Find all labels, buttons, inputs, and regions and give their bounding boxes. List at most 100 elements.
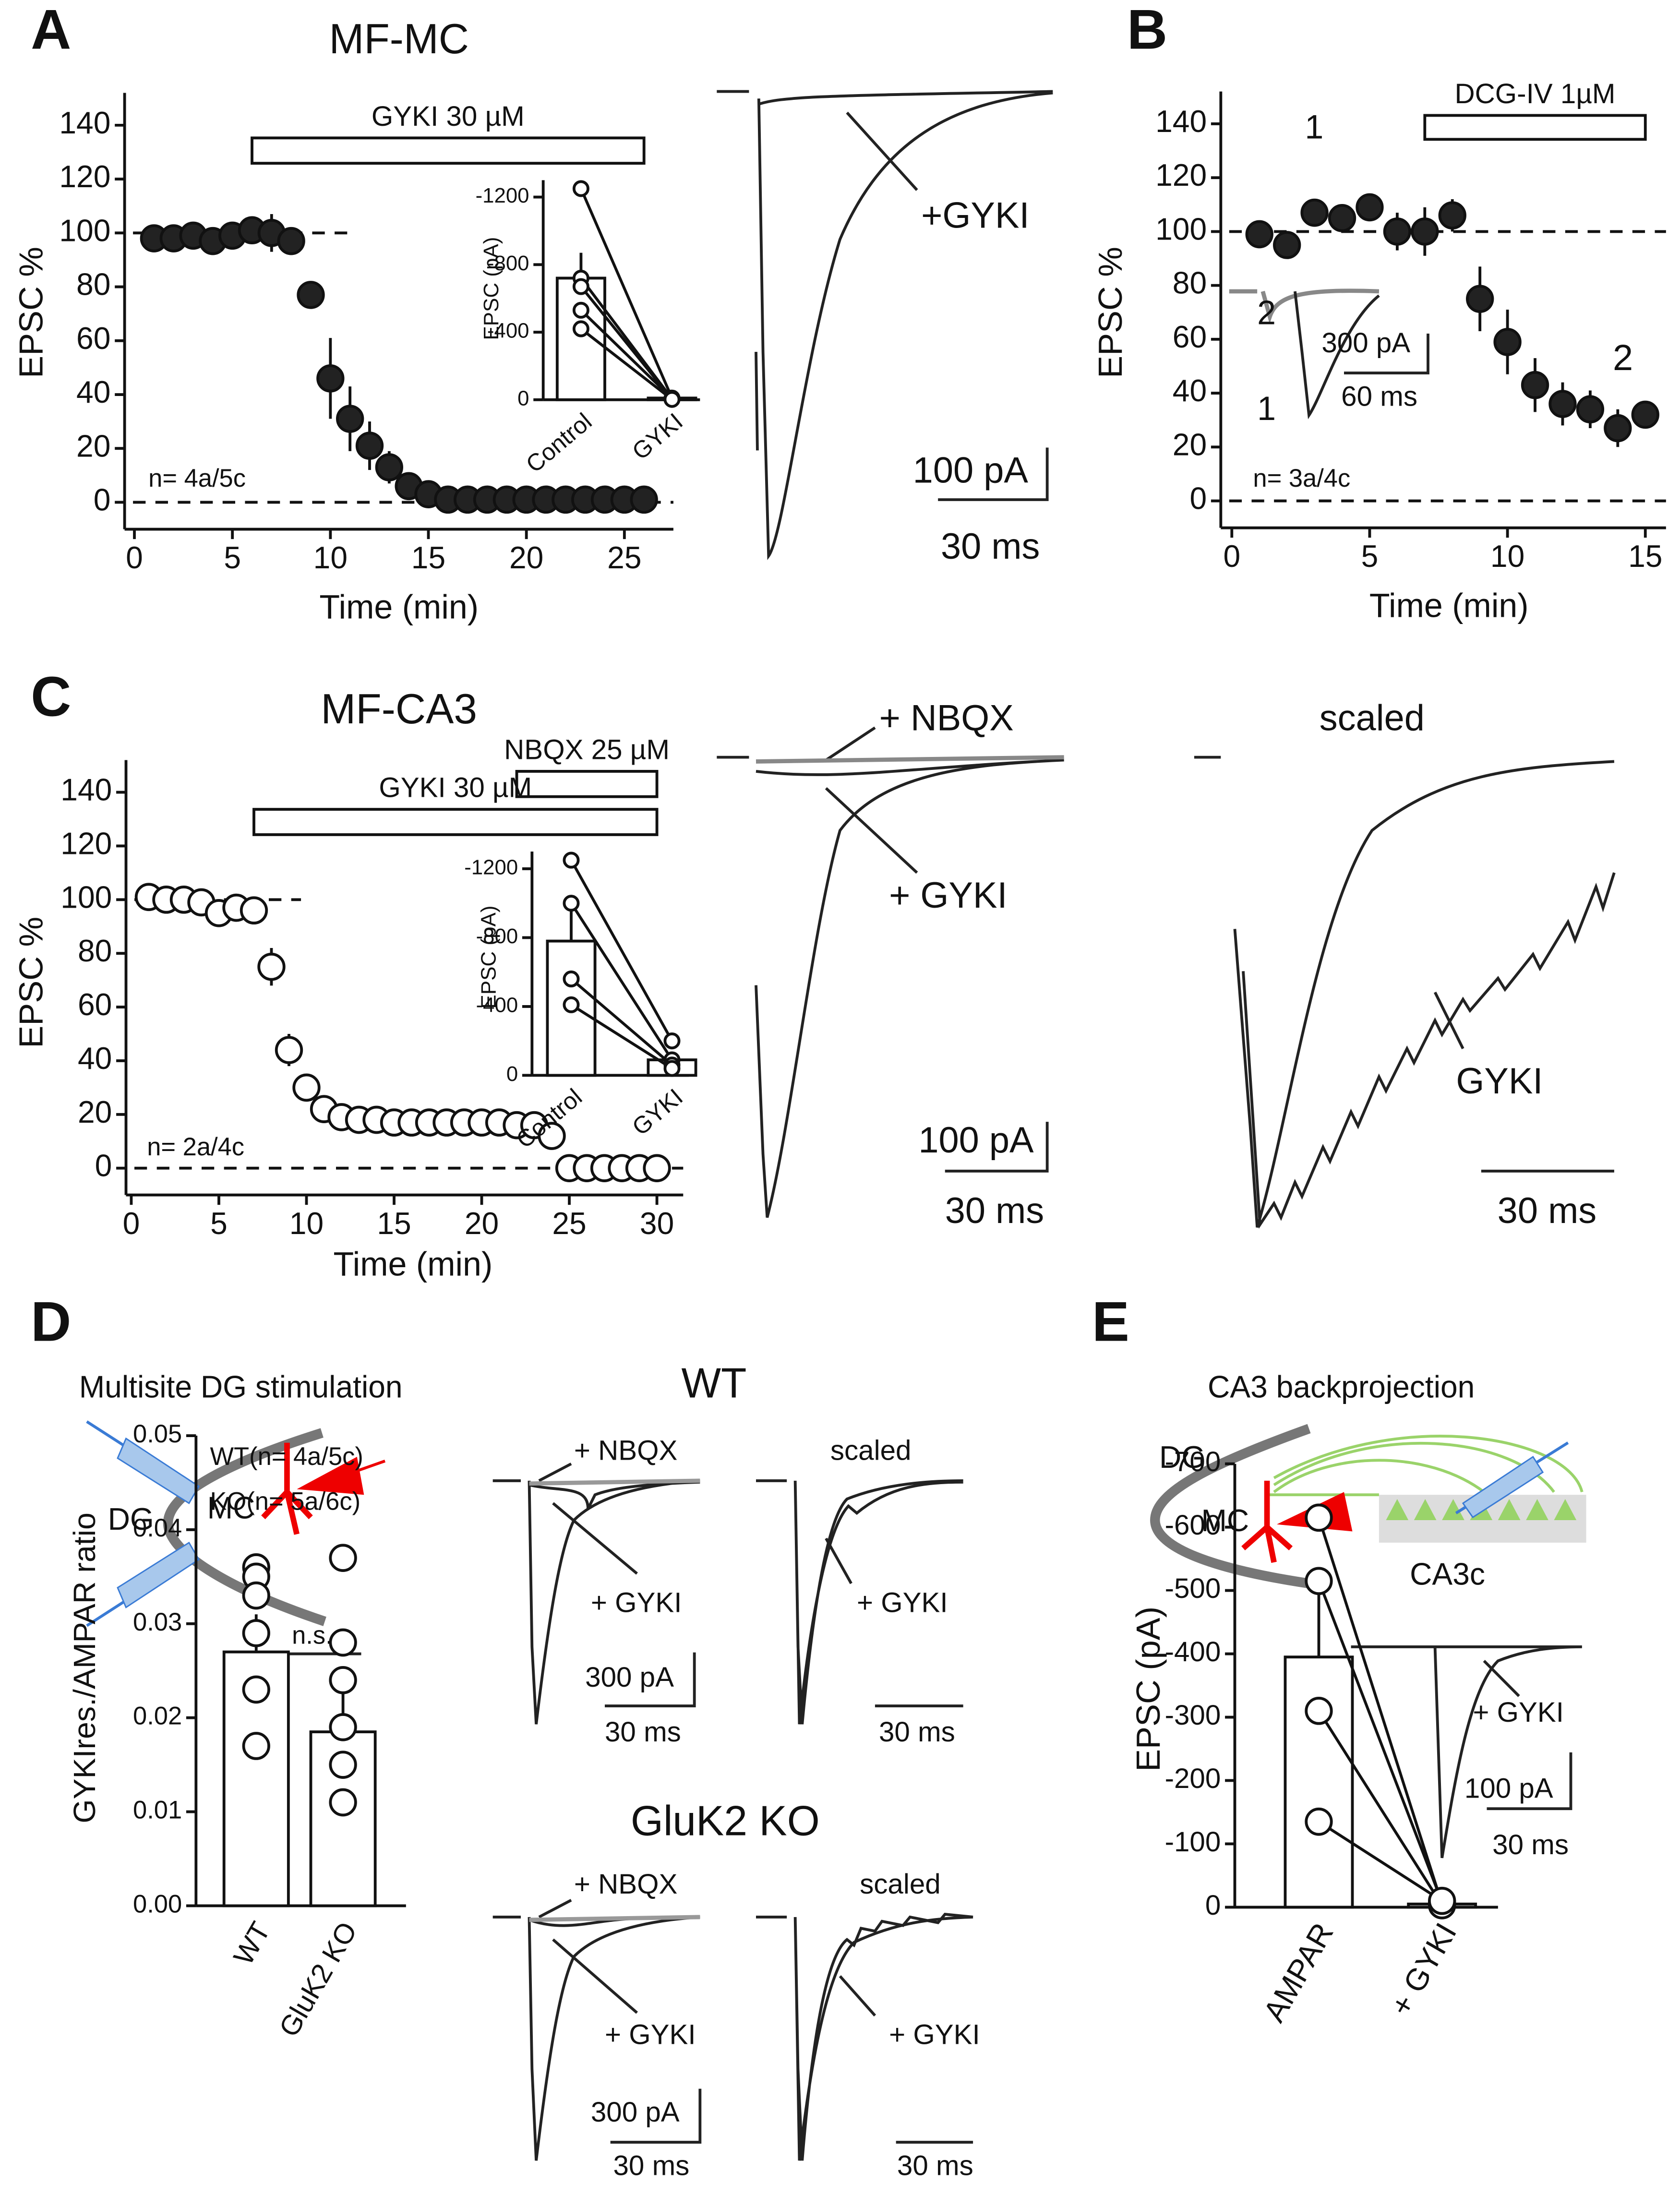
annotation: GYKI — [1456, 1061, 1543, 1102]
annotation: 30 ms — [613, 2150, 690, 2181]
data-point — [572, 180, 589, 197]
y-tick-label: 60 — [78, 987, 112, 1022]
annotation: 30 ms — [945, 1190, 1044, 1231]
pipette — [356, 1460, 386, 1473]
annotation: 60 ms — [1341, 381, 1417, 412]
y-tick-label: -800 — [487, 252, 529, 275]
pyramidal-cells — [1386, 1499, 1577, 1520]
annotation: n.s. — [292, 1621, 333, 1649]
trace — [1351, 1645, 1582, 1859]
data-point — [1356, 193, 1384, 222]
annotation: MC — [1201, 1503, 1249, 1538]
trace — [1229, 288, 1380, 324]
category-label: AMPAR — [1257, 1917, 1340, 2028]
annotation: 300 pA — [1321, 327, 1410, 359]
y-tick-label: 20 — [78, 1095, 112, 1129]
data-point — [329, 1788, 357, 1817]
y-tick-label: -1200 — [476, 184, 529, 207]
y-tick-label: -400 — [1165, 1636, 1221, 1667]
drug-bar — [251, 136, 646, 165]
y-tick-label: -700 — [1165, 1446, 1221, 1477]
y-tick-label: 100 — [1155, 212, 1207, 246]
annotation: 1 — [1257, 389, 1276, 427]
annotation: CA3 backprojection — [1208, 1369, 1475, 1404]
x-tick-label: 0 — [126, 540, 143, 575]
chart-title: MF-CA3 — [321, 685, 477, 732]
data-point — [240, 896, 268, 925]
y-tick-label: 0 — [1189, 481, 1207, 516]
y-tick-label: -300 — [1165, 1700, 1221, 1731]
data-point — [297, 281, 325, 309]
annotation: scaled — [860, 1869, 941, 1900]
annotation: 30 ms — [1498, 1190, 1596, 1231]
x-tick-label: 0 — [123, 1206, 140, 1241]
y-tick-label: 120 — [60, 826, 112, 861]
trace — [756, 1912, 973, 2161]
data-point — [329, 1544, 357, 1572]
x-tick-label: 15 — [411, 540, 445, 575]
annotation: scaled — [830, 1435, 912, 1466]
data-point — [630, 485, 658, 514]
data-point — [242, 1581, 270, 1610]
annotation: scaled — [1320, 697, 1425, 738]
traces — [86, 90, 1616, 2161]
drug-label: DCG-IV 1µM — [1455, 78, 1616, 109]
data-point — [329, 1713, 357, 1741]
data-point — [663, 1060, 681, 1077]
data-point — [572, 278, 589, 295]
pair-line — [580, 286, 673, 400]
data-point — [242, 1619, 270, 1647]
annotation: + GYKI — [889, 2019, 980, 2051]
annotation: + GYKI — [605, 2019, 696, 2051]
pipette — [297, 1457, 364, 1495]
panel-label: A — [31, 0, 71, 60]
annotation: + NBQX — [879, 697, 1014, 738]
y-tick-label: -100 — [1165, 1826, 1221, 1858]
data-point — [242, 1732, 270, 1760]
data-point — [1305, 1807, 1333, 1836]
category-label: GYKI — [627, 1083, 688, 1141]
y-tick-label: 80 — [1173, 266, 1207, 300]
data-point — [1521, 371, 1549, 399]
electrode — [117, 1437, 200, 1504]
annotation: n= 4a/5c — [148, 464, 246, 492]
category-label: GluK2 KO — [273, 1917, 363, 2042]
trace — [1194, 756, 1616, 1229]
drug-label: GYKI 30 µM — [372, 101, 525, 132]
bar — [1284, 1655, 1354, 1909]
annotation: + GYKI — [591, 1587, 682, 1618]
data-point — [275, 1036, 303, 1064]
x-axis-label: Time (min) — [319, 588, 479, 625]
y-tick-label: 0 — [517, 386, 529, 410]
mossy-cell — [261, 1442, 313, 1535]
dentate-gyrus — [1150, 1424, 1311, 1589]
panel-label: B — [1127, 0, 1167, 60]
y-tick-label: 140 — [1155, 104, 1207, 139]
panel-label: E — [1092, 1290, 1129, 1353]
annotation: + GYKI — [889, 875, 1008, 916]
trace — [1294, 291, 1429, 420]
y-tick-label: -600 — [1165, 1510, 1221, 1541]
bar — [555, 276, 606, 401]
data-point — [563, 895, 580, 912]
data-point — [1305, 1697, 1333, 1725]
panel-label: C — [31, 665, 71, 728]
x-tick-label: 10 — [313, 540, 348, 575]
annotation: 30 ms — [897, 2150, 973, 2181]
y-tick-label: 20 — [76, 429, 110, 463]
annotation: + GYKI — [1473, 1697, 1564, 1728]
y-tick-label: 40 — [78, 1041, 112, 1076]
data-point — [1411, 217, 1439, 246]
annotation: 2 — [1613, 337, 1633, 378]
data-point — [563, 852, 580, 869]
data-point — [336, 405, 364, 433]
pair-line — [1318, 1820, 1443, 1902]
annotation: n= 2a/4c — [147, 1133, 244, 1161]
data-point — [1428, 1886, 1456, 1915]
annotation: 100 pA — [1464, 1773, 1553, 1804]
chart-title: MF-MC — [329, 15, 469, 62]
data-point — [1305, 1503, 1333, 1532]
data-point — [1576, 395, 1605, 424]
category-label: WT — [228, 1917, 276, 1970]
category-label: Control — [521, 408, 597, 478]
